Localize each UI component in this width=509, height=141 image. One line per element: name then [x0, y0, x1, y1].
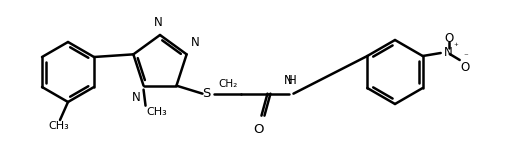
Text: CH₂: CH₂ — [218, 79, 237, 89]
Text: S: S — [202, 87, 210, 100]
Text: O: O — [460, 61, 469, 74]
Text: O: O — [443, 32, 453, 46]
Text: N: N — [284, 74, 292, 87]
Text: ⁻: ⁻ — [463, 52, 467, 61]
Text: N: N — [190, 36, 199, 49]
Text: N: N — [131, 91, 140, 104]
Text: N: N — [153, 16, 162, 29]
Text: O: O — [252, 123, 263, 136]
Text: CH₃: CH₃ — [48, 121, 69, 131]
Text: ⁺: ⁺ — [453, 42, 457, 51]
Text: N: N — [443, 46, 452, 59]
Text: CH₃: CH₃ — [146, 107, 167, 117]
Text: H: H — [288, 74, 296, 87]
